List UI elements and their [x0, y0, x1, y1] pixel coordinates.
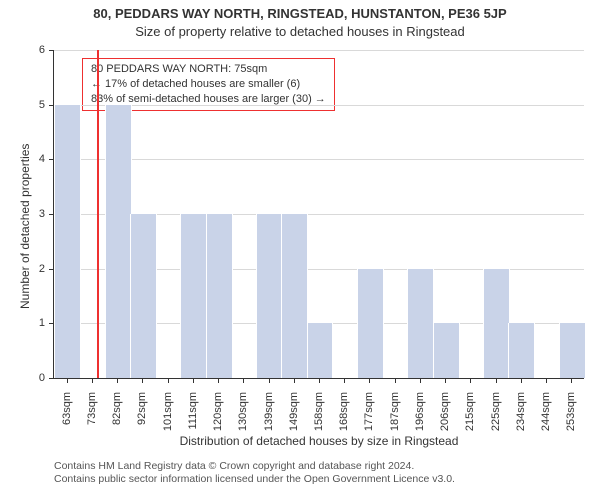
x-tick-label: 63sqm [61, 392, 73, 442]
histogram-bar [54, 105, 81, 378]
info-box: 80 PEDDARS WAY NORTH: 75sqm ← 17% of det… [82, 58, 335, 111]
x-tick-label: 149sqm [288, 392, 300, 442]
y-tick-label: 6 [0, 44, 45, 56]
info-box-line1: 80 PEDDARS WAY NORTH: 75sqm [91, 62, 326, 77]
x-tick-label: 101sqm [162, 392, 174, 442]
x-tick-label: 215sqm [464, 392, 476, 442]
x-axis-line [54, 378, 584, 379]
x-tick-label: 130sqm [237, 392, 249, 442]
x-tick-label: 92sqm [136, 392, 148, 442]
y-tick-label: 0 [0, 372, 45, 384]
histogram-bar [130, 214, 157, 378]
histogram-bar [180, 214, 207, 378]
x-tick-label: 139sqm [263, 392, 275, 442]
x-tick-label: 168sqm [338, 392, 350, 442]
histogram-bar [483, 269, 510, 378]
x-tick-label: 244sqm [540, 392, 552, 442]
x-tick-label: 73sqm [86, 392, 98, 442]
y-tick-label: 2 [0, 263, 45, 275]
credits-line2: Contains public sector information licen… [54, 473, 455, 486]
x-tick-label: 82sqm [111, 392, 123, 442]
info-box-line2: ← 17% of detached houses are smaller (6) [91, 77, 326, 92]
x-tick-label: 225sqm [490, 392, 502, 442]
x-tick-label: 177sqm [363, 392, 375, 442]
y-axis-title: Number of detached properties [18, 144, 32, 309]
y-grid-line [54, 50, 584, 51]
y-grid-line [54, 159, 584, 160]
histogram-bar [206, 214, 233, 378]
histogram-bar [281, 214, 308, 378]
x-tick-label: 187sqm [389, 392, 401, 442]
chart-title-line2: Size of property relative to detached ho… [0, 24, 600, 39]
histogram-bar [508, 323, 535, 378]
histogram-bar [357, 269, 384, 378]
figure: 80, PEDDARS WAY NORTH, RINGSTEAD, HUNSTA… [0, 0, 600, 500]
x-tick-label: 158sqm [313, 392, 325, 442]
subject-marker-line [97, 50, 99, 378]
histogram-bar [256, 214, 283, 378]
histogram-bar [307, 323, 334, 378]
histogram-bar [433, 323, 460, 378]
x-tick-label: 196sqm [414, 392, 426, 442]
x-tick-label: 253sqm [565, 392, 577, 442]
histogram-bar [105, 105, 132, 378]
y-tick-label: 3 [0, 208, 45, 220]
x-tick-label: 120sqm [212, 392, 224, 442]
x-tick-label: 111sqm [187, 392, 199, 442]
y-tick-label: 4 [0, 153, 45, 165]
chart-title-line1: 80, PEDDARS WAY NORTH, RINGSTEAD, HUNSTA… [0, 6, 600, 21]
x-tick-label: 234sqm [515, 392, 527, 442]
y-grid-line [54, 105, 584, 106]
histogram-bar [559, 323, 586, 378]
y-tick-label: 5 [0, 99, 45, 111]
credits-line1: Contains HM Land Registry data © Crown c… [54, 460, 455, 473]
y-axis-line [53, 50, 54, 378]
credits-block: Contains HM Land Registry data © Crown c… [54, 460, 455, 486]
x-tick-label: 206sqm [439, 392, 451, 442]
y-tick-label: 1 [0, 317, 45, 329]
histogram-bar [407, 269, 434, 378]
